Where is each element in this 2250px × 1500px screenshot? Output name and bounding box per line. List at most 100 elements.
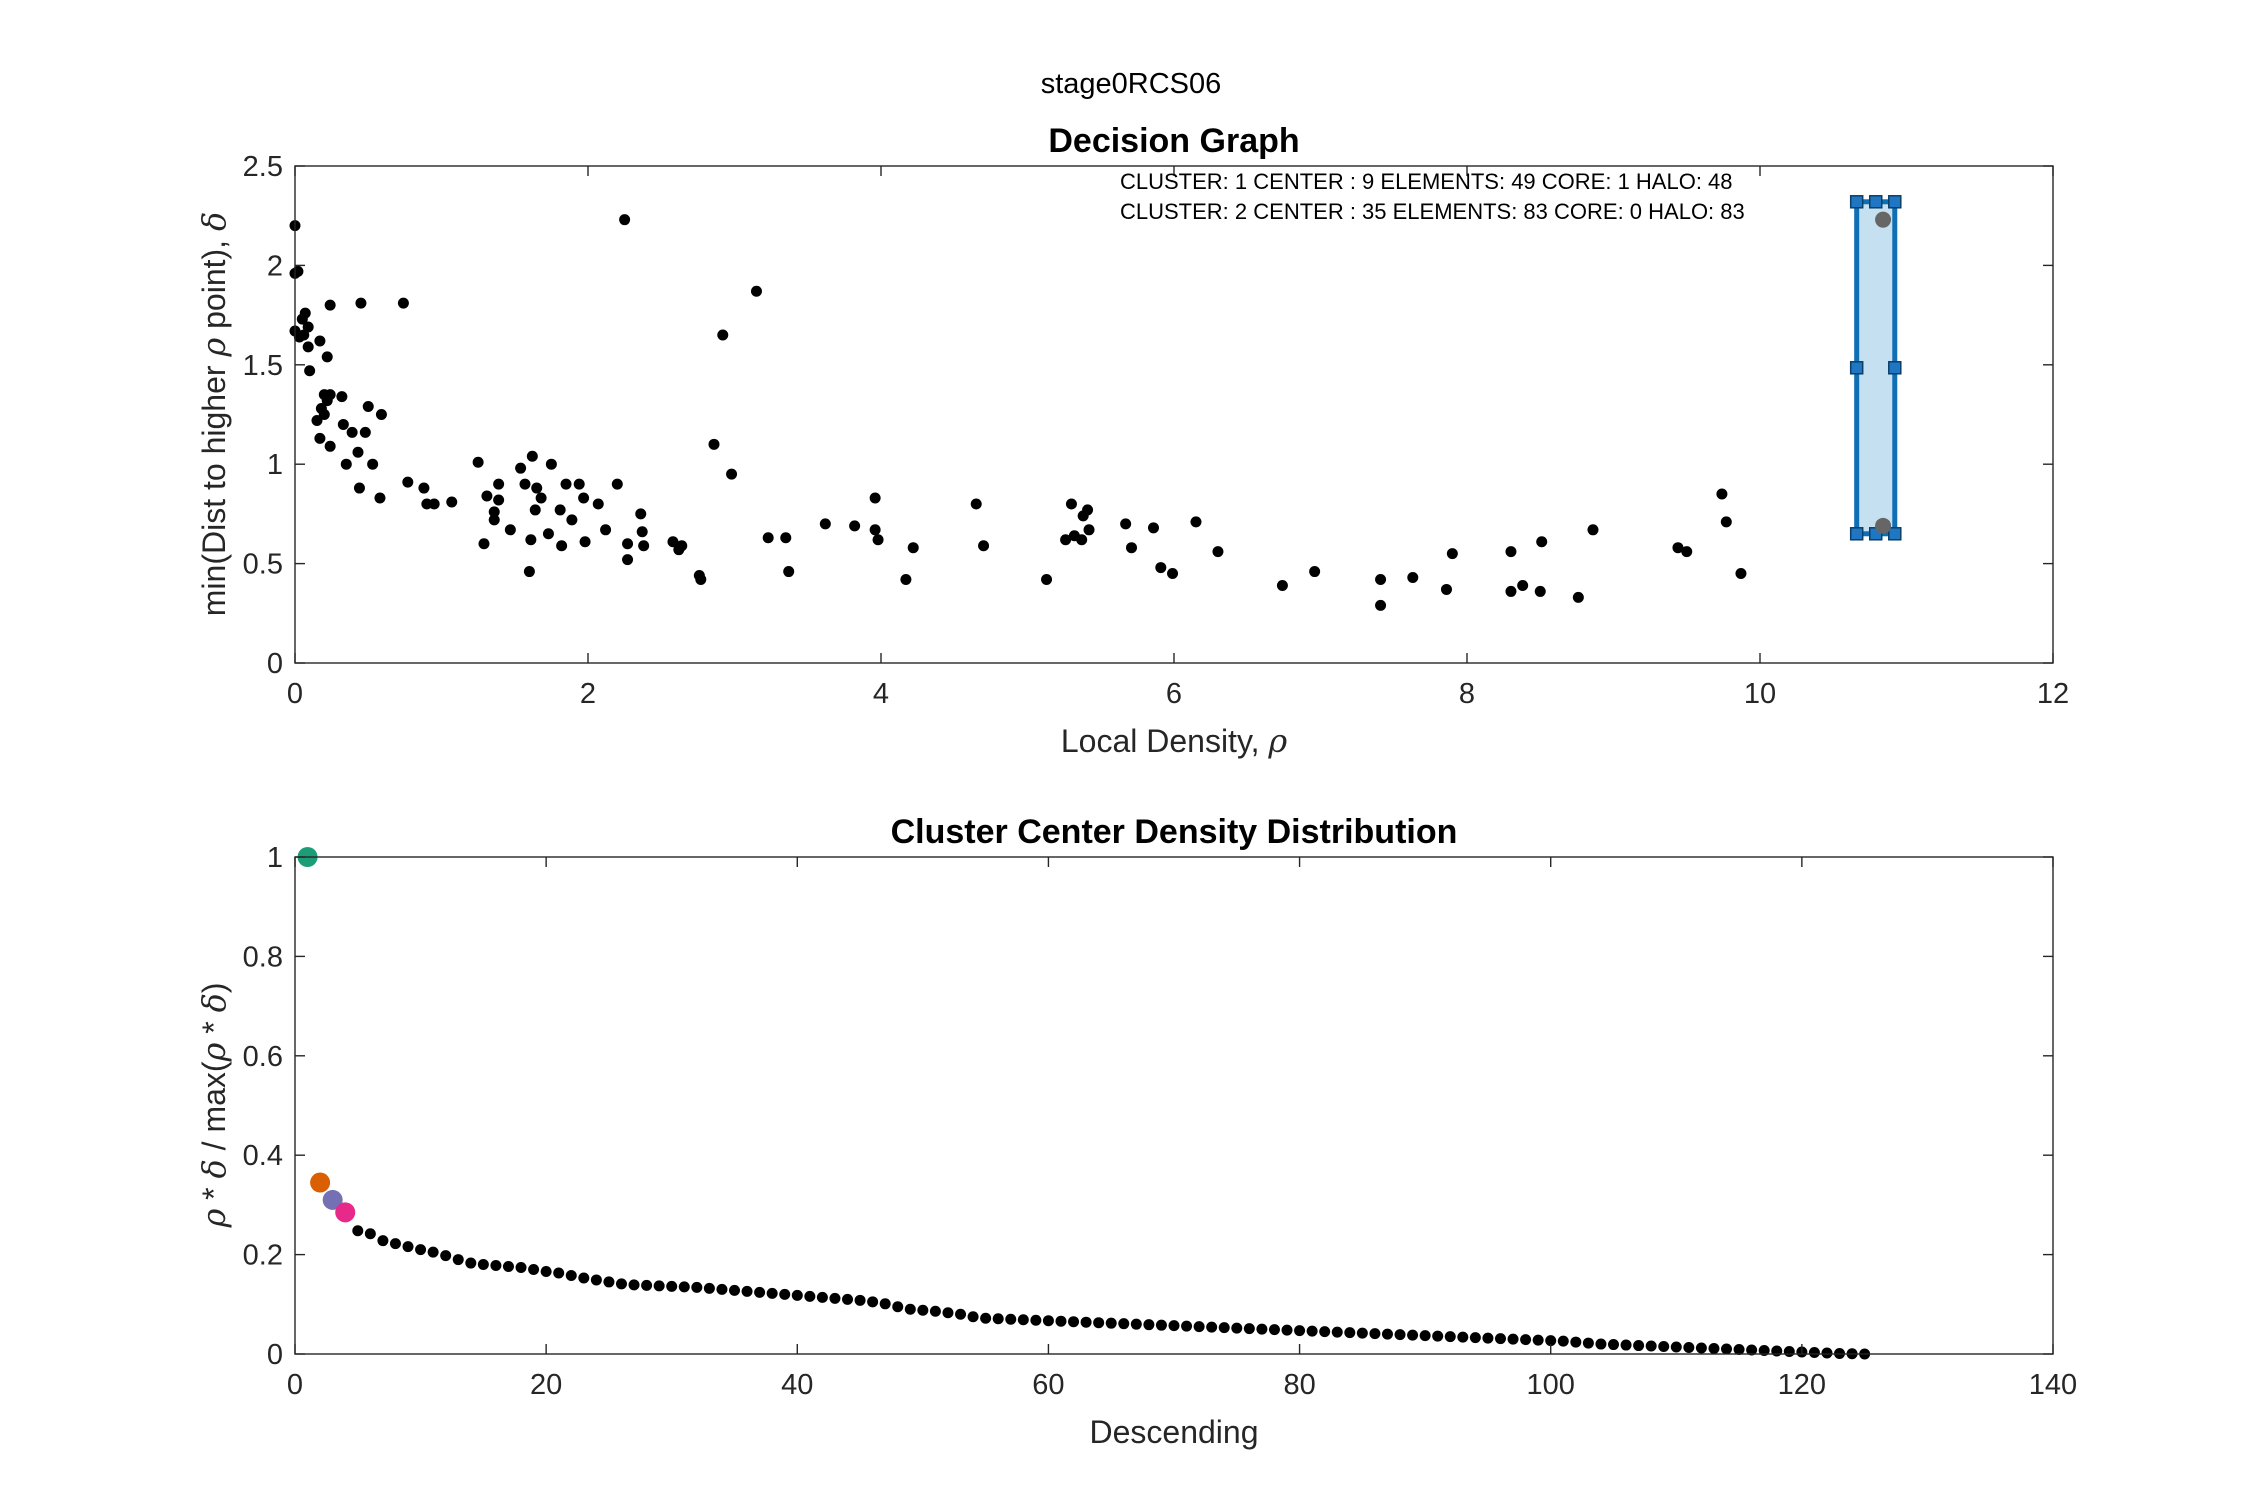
data-point (299, 307, 311, 319)
ylabel-part: * (196, 1012, 232, 1042)
data-point (653, 1280, 665, 1292)
decision-graph-axis-box (294, 165, 2054, 664)
data-point (1683, 1342, 1695, 1354)
data-point (729, 1284, 740, 1296)
data-point (418, 482, 430, 494)
selection-resize-handle[interactable] (1888, 527, 1902, 541)
data-point (1083, 524, 1095, 536)
data-point (1309, 566, 1321, 578)
data-point (428, 498, 440, 510)
data-point (1331, 1326, 1343, 1338)
data-point (816, 1291, 828, 1303)
data-point (667, 536, 679, 548)
data-point (942, 1307, 954, 1319)
data-point (397, 297, 409, 309)
data-point (1783, 1346, 1795, 1358)
data-point (1469, 1332, 1481, 1344)
selection-rectangle[interactable] (1849, 195, 1902, 541)
data-point (676, 540, 688, 552)
data-point (1181, 1320, 1193, 1332)
selected-point (1875, 517, 1892, 534)
data-point (1212, 546, 1224, 558)
data-point (1670, 1341, 1682, 1353)
data-point (717, 329, 729, 341)
y-tick-label: 2 (267, 250, 283, 282)
data-point (1633, 1340, 1645, 1352)
data-point (917, 1304, 929, 1316)
data-point (352, 446, 364, 458)
data-point (741, 1285, 753, 1297)
data-point (1130, 1318, 1142, 1330)
data-point (336, 391, 348, 403)
data-point (829, 1292, 841, 1304)
x-tick-label: 20 (530, 1369, 562, 1401)
data-point (1017, 1314, 1029, 1326)
data-point (579, 536, 591, 548)
data-point (867, 1296, 879, 1308)
density-distribution-title: Cluster Center Density Distribution (891, 813, 1458, 851)
selection-resize-handle[interactable] (1888, 361, 1902, 375)
data-point (1716, 488, 1728, 500)
data-point (1093, 1317, 1105, 1329)
y-tick-label: 0.2 (243, 1240, 283, 1272)
data-point (1440, 583, 1452, 595)
data-point (1557, 1335, 1569, 1347)
data-point (1681, 546, 1693, 558)
data-point (1695, 1342, 1707, 1354)
data-point (1375, 574, 1387, 586)
data-point (1167, 568, 1179, 580)
data-point (703, 1282, 715, 1294)
data-point (490, 1260, 502, 1272)
data-point (1243, 1323, 1255, 1335)
data-point (678, 1281, 690, 1293)
data-point (1190, 516, 1202, 528)
data-point (1407, 1329, 1419, 1341)
data-point (1432, 1330, 1444, 1342)
ylabel-part: ) (196, 982, 232, 993)
x-tick-label: 60 (1032, 1369, 1064, 1401)
data-point (791, 1289, 803, 1301)
data-point (566, 514, 578, 526)
data-point (578, 492, 590, 504)
ylabel-delta-symbol: δ (195, 1159, 233, 1178)
data-point (1746, 1344, 1758, 1356)
data-point (1534, 585, 1546, 597)
x-tick-label: 0 (287, 678, 303, 710)
x-tick-label: 40 (781, 1369, 813, 1401)
density-distribution-highlight-points (297, 847, 356, 1223)
data-point (635, 508, 647, 520)
data-point (1143, 1319, 1155, 1331)
data-point (1672, 542, 1684, 554)
x-tick-label: 10 (1744, 678, 1776, 710)
figure-super-title: stage0RCS06 (1041, 68, 1222, 100)
selection-resize-handle[interactable] (1849, 195, 1864, 209)
selection-resize-handle[interactable] (1849, 361, 1864, 375)
data-point (367, 458, 379, 470)
data-point (1733, 1344, 1745, 1356)
data-point (1126, 542, 1138, 554)
selection-resize-handle[interactable] (1868, 195, 1883, 209)
data-point (359, 426, 371, 438)
data-point (695, 574, 707, 586)
data-point (362, 401, 374, 413)
data-point (955, 1308, 967, 1320)
data-point (340, 458, 352, 470)
data-point (1758, 1345, 1770, 1357)
y-tick-label: 0.5 (243, 549, 283, 581)
selection-resize-handle[interactable] (1888, 195, 1902, 209)
data-point (872, 534, 884, 546)
data-point (529, 504, 541, 516)
data-point (504, 524, 516, 536)
data-point (978, 540, 990, 552)
data-point (1294, 1325, 1306, 1337)
x-tick-label: 80 (1283, 1369, 1315, 1401)
data-point (472, 456, 484, 468)
density-distribution-axis-box (294, 856, 2054, 1355)
data-point (1720, 516, 1732, 528)
data-point (1446, 548, 1458, 560)
data-point (1268, 1324, 1280, 1336)
data-point (1076, 534, 1088, 546)
selection-resize-handle[interactable] (1849, 527, 1864, 541)
data-point (1520, 1334, 1532, 1346)
data-point (628, 1279, 640, 1291)
